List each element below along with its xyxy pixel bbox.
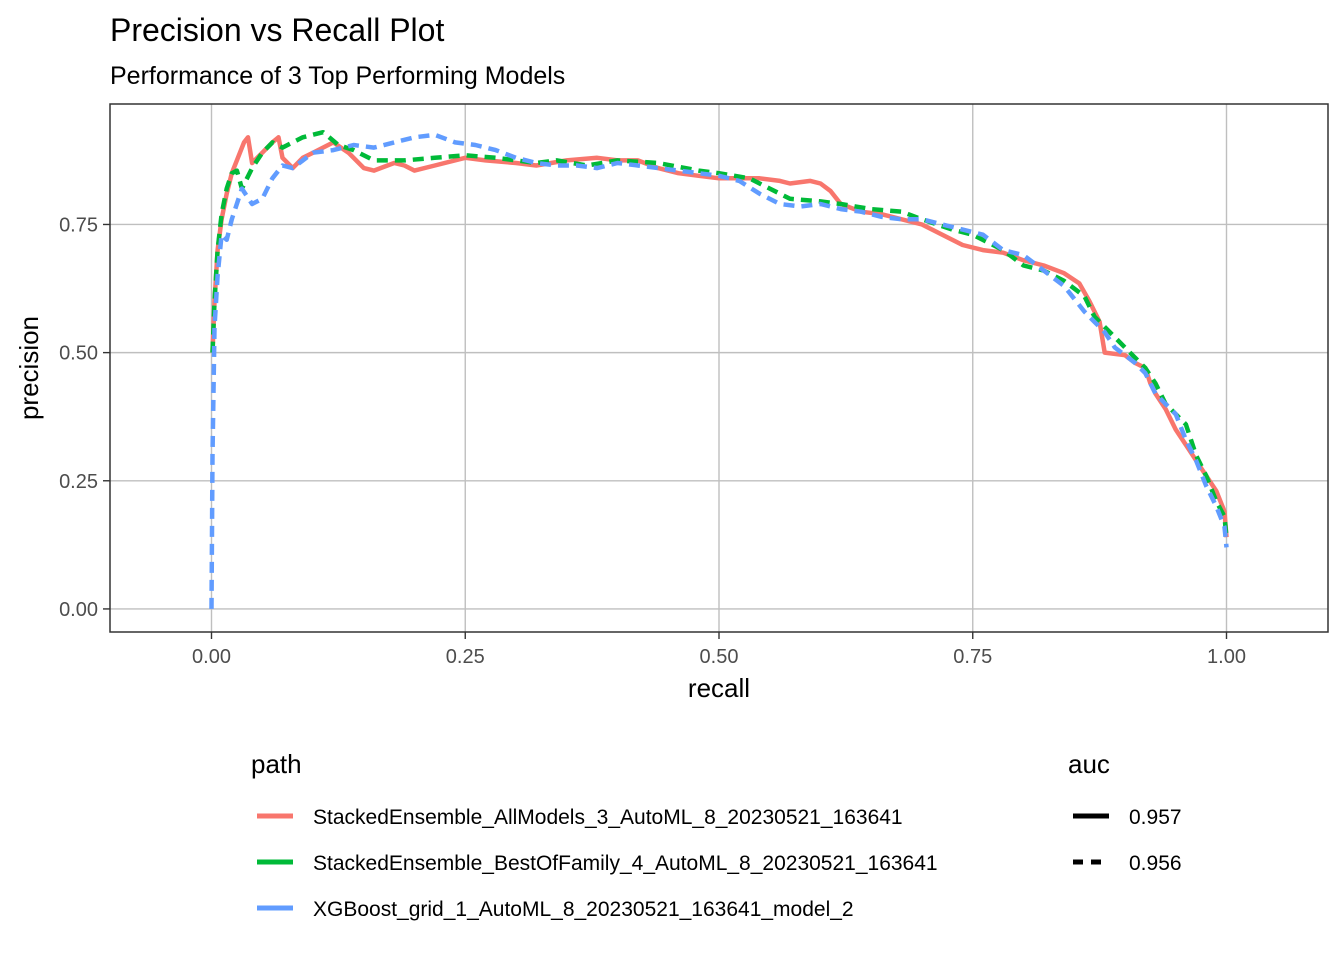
chart-subtitle: Performance of 3 Top Performing Models bbox=[110, 62, 565, 90]
series-line-3 bbox=[209, 132, 1229, 609]
legend-auc-title: auc bbox=[1068, 749, 1110, 779]
x-tick-label: 1.00 bbox=[1207, 646, 1246, 668]
legend-path-items: StackedEnsemble_AllModels_3_AutoML_8_202… bbox=[257, 806, 938, 921]
legend-auc-label: 0.957 bbox=[1129, 806, 1182, 829]
chart-title: Precision vs Recall Plot bbox=[110, 12, 444, 48]
grid-lines bbox=[110, 104, 1328, 632]
legend-path-label: XGBoost_grid_1_AutoML_8_20230521_163641_… bbox=[313, 898, 854, 921]
x-axis: 0.00 0.25 0.50 0.75 1.00 bbox=[192, 632, 1246, 668]
x-tick-label: 0.50 bbox=[700, 646, 739, 668]
x-tick-label: 0.25 bbox=[446, 646, 485, 668]
y-tick-label: 0.75 bbox=[59, 214, 98, 236]
legend-path-title: path bbox=[251, 749, 302, 779]
y-tick-label: 0.00 bbox=[59, 599, 98, 621]
legend-path-label: StackedEnsemble_BestOfFamily_4_AutoML_8_… bbox=[313, 852, 938, 875]
legend-path: path StackedEnsemble_AllModels_3_AutoML_… bbox=[251, 749, 938, 921]
legend-auc-label: 0.956 bbox=[1129, 852, 1182, 875]
y-axis-title: precision bbox=[14, 316, 44, 420]
series-line-1 bbox=[210, 135, 1229, 538]
series-lines bbox=[209, 129, 1229, 609]
y-tick-label: 0.50 bbox=[59, 343, 98, 365]
x-tick-label: 0.00 bbox=[192, 646, 231, 668]
y-axis: 0.00 0.25 0.50 0.75 bbox=[59, 214, 110, 621]
y-tick-label: 0.25 bbox=[59, 471, 98, 493]
legend-auc-items: 0.957 0.956 bbox=[1073, 806, 1182, 875]
x-axis-title: recall bbox=[688, 673, 750, 703]
plot-panel bbox=[109, 103, 1329, 633]
x-tick-label: 0.75 bbox=[953, 646, 992, 668]
series-line-2 bbox=[210, 129, 1229, 538]
legend-path-label: StackedEnsemble_AllModels_3_AutoML_8_202… bbox=[313, 806, 903, 829]
legend-auc: auc 0.957 0.956 bbox=[1068, 749, 1182, 875]
